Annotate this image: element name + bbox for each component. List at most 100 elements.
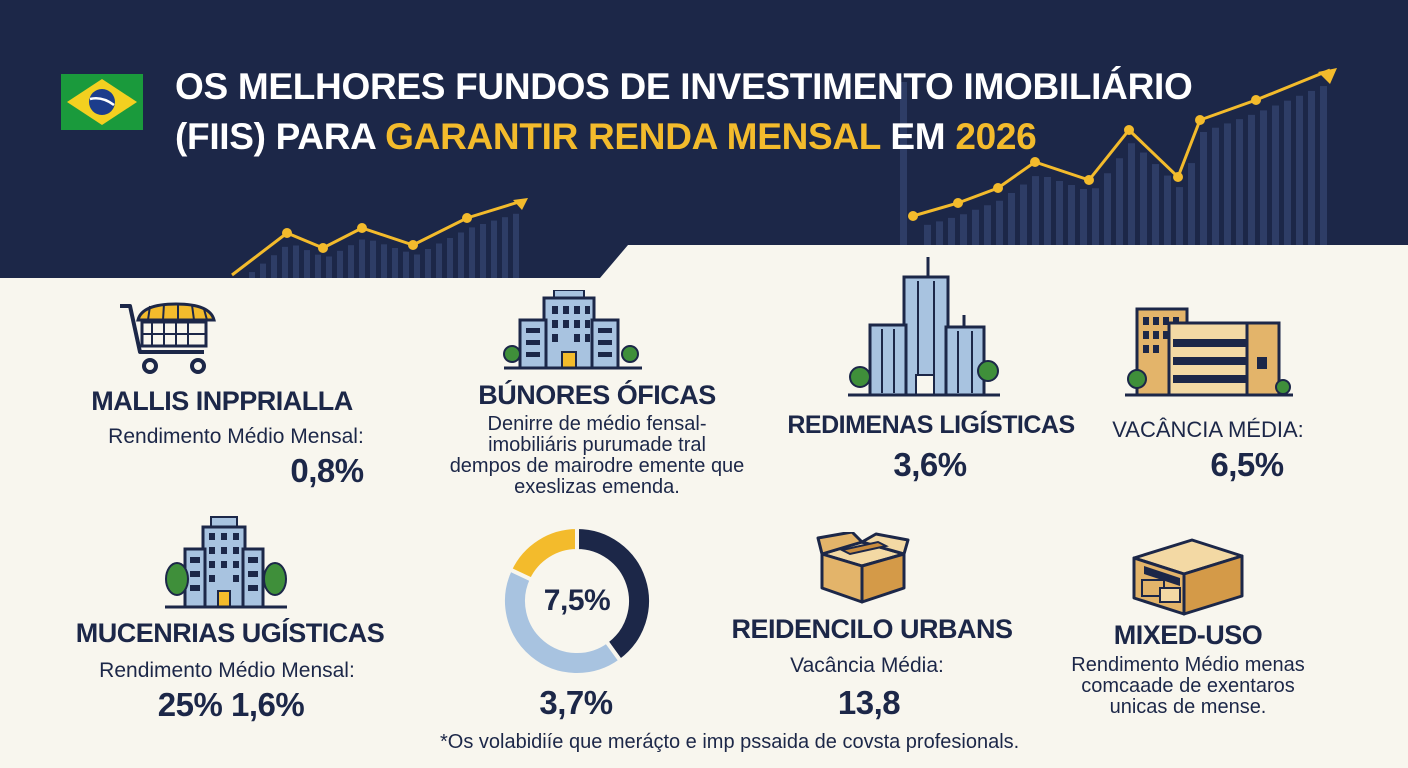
header-bar: [1212, 127, 1219, 245]
header-bar: [282, 246, 288, 278]
right-bar-graph: [900, 82, 1327, 246]
card-7-label: Vacância Média:: [790, 654, 944, 677]
header-bar: [337, 250, 343, 278]
card-1-label: Rendimento Médio Mensal:: [108, 425, 364, 448]
header-bar: [370, 240, 376, 278]
header-bar: [1284, 100, 1291, 245]
card-5-title: MUCENRIAS UGÍSTICAS: [75, 618, 385, 648]
card-2-title: BÚNORES ÓFICAS: [478, 380, 716, 410]
donut-segment: [501, 566, 624, 677]
card-8-description: Rendimento Médio menas comcaade de exent…: [1071, 655, 1304, 718]
card-6-value: 3,7%: [539, 684, 613, 721]
header-bar: [271, 255, 277, 278]
header-banner: [0, 0, 1408, 278]
warehouse-building-icon: [1125, 307, 1293, 397]
trend-point: [357, 223, 367, 233]
header-bar: [1224, 123, 1231, 245]
card-8-desc-line: comcaade de exentaros: [1081, 675, 1295, 697]
page-title: OS MELHORES FUNDOS DE INVESTIMENTO IMOBI…: [175, 62, 1193, 162]
card-2-desc-line: imobiliáris purumade tral: [488, 434, 706, 456]
right-trend-points: [908, 95, 1261, 221]
trend-point: [408, 240, 418, 250]
header-bar: [425, 249, 431, 278]
card-2-desc-line: dempos de mairodre emente que: [449, 455, 745, 477]
header-bar: [469, 227, 475, 278]
trend-point: [462, 213, 472, 223]
header-bar: [1032, 176, 1039, 245]
card-1-value: 0,8%: [290, 452, 364, 489]
header-bar: [1320, 86, 1327, 246]
header-bar: [1296, 95, 1303, 245]
header-bar: [1248, 114, 1255, 245]
right-trend-line: [912, 68, 1331, 218]
header-bar: [1260, 110, 1267, 245]
header-bar: [458, 232, 464, 278]
title-line-1: OS MELHORES FUNDOS DE INVESTIMENTO IMOBI…: [175, 66, 1193, 107]
trend-point: [318, 243, 328, 253]
trend-point: [282, 228, 292, 238]
header-bar: [960, 214, 967, 245]
card-7-value: 13,8: [837, 684, 901, 721]
header-bar: [359, 239, 365, 278]
trend-point: [953, 198, 963, 208]
header-bar: [1104, 173, 1111, 245]
header-bar: [381, 244, 387, 278]
skyscraper-icon: [848, 257, 1000, 397]
left-trend-points: [282, 213, 472, 253]
title-year: 2026: [955, 116, 1037, 157]
header-bar: [502, 217, 508, 278]
header-bar: [1080, 189, 1087, 245]
card-8-desc-line: unicas de mense.: [1109, 696, 1267, 718]
header-bar: [1176, 187, 1183, 245]
card-5-label: Rendimento Médio Mensal:: [99, 659, 355, 682]
trend-point: [1084, 175, 1094, 185]
card-2-description: Denirre de médio fensal- imobiliáris pur…: [450, 414, 745, 498]
card-3-value: 3,6%: [893, 446, 967, 483]
trend-point: [1195, 115, 1205, 125]
card-3-title: REDIMENAS LIGÍSTICAS: [787, 411, 1075, 439]
header-bar: [315, 254, 321, 278]
header-bar: [1044, 177, 1051, 245]
office-building-icon: [503, 290, 642, 370]
header-bar: [948, 217, 955, 245]
footnote: *Os volabidiíe que meráçto e imp pssaida…: [440, 731, 1020, 753]
donut-segments: [501, 524, 653, 677]
header-bar: [513, 213, 519, 278]
trend-point: [1124, 125, 1134, 135]
header-bar: [491, 220, 497, 278]
header-bar: [392, 248, 398, 278]
header-bar: [293, 245, 299, 278]
donut-segment: [507, 524, 579, 583]
header-bar: [996, 200, 1003, 245]
header-bar: [326, 256, 332, 278]
donut-chart-icon: [501, 524, 653, 677]
trend-arrow-icon: [1318, 68, 1337, 84]
brazil-flag-icon: [61, 74, 143, 130]
trend-point: [908, 211, 918, 221]
header-bar: [1008, 192, 1015, 245]
card-2-desc-line: Denirre de médio fensal-: [487, 413, 707, 435]
header-bar: [1152, 164, 1159, 245]
card-7-title: REIDENCILO URBANS: [731, 614, 1013, 644]
left-bar-graph: [249, 213, 519, 278]
apartment-building-icon: [165, 516, 287, 609]
header-bar: [1200, 132, 1207, 245]
left-arrow-icon: [513, 198, 528, 210]
header-bar: [1020, 184, 1027, 245]
card-2-desc-line: exeslizas emenda.: [514, 476, 680, 498]
storage-boxes-icon: [1132, 538, 1244, 616]
title-line-2: (FIIs) PARA GARANTIR RENDA MENSAL EM 202…: [175, 116, 1037, 157]
trend-point: [993, 183, 1003, 193]
header-bar: [348, 245, 354, 278]
header-bar: [1056, 181, 1063, 245]
header-bar: [924, 224, 931, 245]
header-bar: [480, 223, 486, 278]
header-bar: [1188, 163, 1195, 245]
header-bar: [414, 254, 420, 278]
trend-point: [1251, 95, 1261, 105]
header-bar: [447, 238, 453, 278]
header-bar: [972, 209, 979, 245]
header-bar: [304, 250, 310, 278]
header-bar: [900, 82, 907, 245]
